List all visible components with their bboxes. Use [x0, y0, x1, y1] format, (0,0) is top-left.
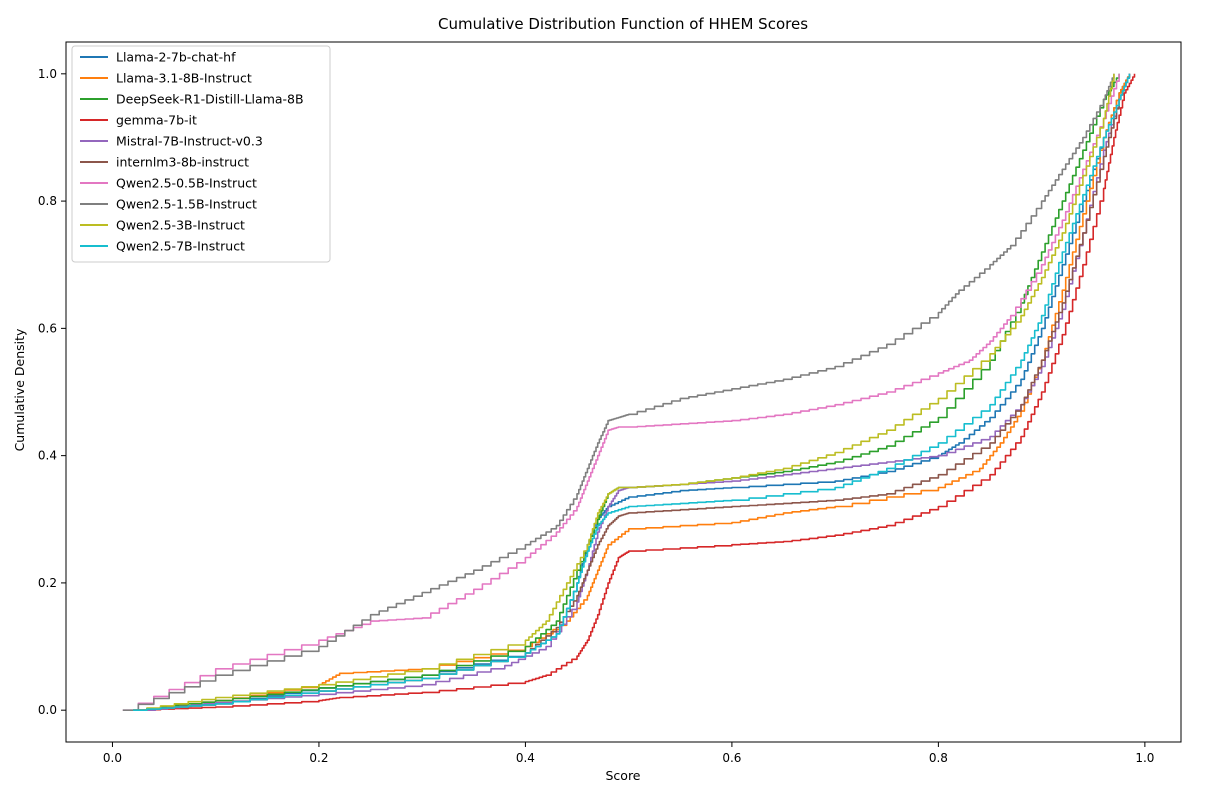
x-tick-label: 0.0: [103, 751, 122, 765]
x-tick-label: 1.0: [1135, 751, 1154, 765]
plot-frame: [65, 41, 1182, 743]
legend-label: Qwen2.5-1.5B-Instruct: [116, 197, 257, 212]
legend-label: gemma-7b-it: [116, 113, 197, 128]
series-line-qwen2-5-1-5b-instruct: [122, 73, 1115, 711]
legend-label: DeepSeek-R1-Distill-Llama-8B: [116, 92, 304, 107]
legend-label: internlm3-8b-instruct: [116, 155, 249, 170]
x-tick-label: 0.6: [722, 751, 741, 765]
series-line-qwen2-5-3b-instruct: [133, 73, 1115, 711]
y-tick-label: 0.6: [38, 321, 57, 335]
y-tick-label: 0.4: [38, 449, 57, 463]
legend-label: Llama-2-7b-chat-hf: [116, 50, 236, 65]
y-tick-label: 0.2: [38, 576, 57, 590]
series-line-llama-3-1-8b-instruct: [133, 73, 1131, 711]
y-axis: 0.0 0.2 0.4 0.6 0.8 1.0: [38, 67, 66, 717]
legend-label: Qwen2.5-7B-Instruct: [116, 239, 245, 254]
legend-label: Qwen2.5-0.5B-Instruct: [116, 176, 257, 191]
x-axis: 0.0 0.2 0.4 0.6 0.8 1.0: [103, 742, 1154, 765]
series-line-internlm3-8b-instruct: [133, 73, 1131, 711]
plot-area: [65, 41, 1182, 743]
y-tick-label: 0.8: [38, 194, 57, 208]
y-tick-label: 1.0: [38, 67, 57, 81]
chart-title: Cumulative Distribution Function of HHEM…: [438, 15, 808, 33]
legend-box: [71, 45, 331, 263]
x-axis-label: Score: [605, 768, 640, 783]
y-axis-label: Cumulative Density: [12, 328, 27, 451]
series-line-gemma-7b-it: [133, 73, 1136, 711]
x-tick-label: 0.4: [516, 751, 535, 765]
legend-label: Llama-3.1-8B-Instruct: [116, 71, 252, 86]
series-layer: [122, 73, 1136, 711]
series-line-qwen2-5-0-5b-instruct: [122, 73, 1120, 711]
legend-label: Qwen2.5-3B-Instruct: [116, 218, 245, 233]
y-tick-label: 0.0: [38, 703, 57, 717]
legend-label: Mistral-7B-Instruct-v0.3: [116, 134, 263, 149]
x-tick-label: 0.8: [929, 751, 948, 765]
series-line-qwen2-5-7b-instruct: [133, 73, 1131, 711]
legend: Llama-2-7b-chat-hf Llama-3.1-8B-Instruct D…: [71, 45, 331, 263]
x-tick-label: 0.2: [309, 751, 328, 765]
